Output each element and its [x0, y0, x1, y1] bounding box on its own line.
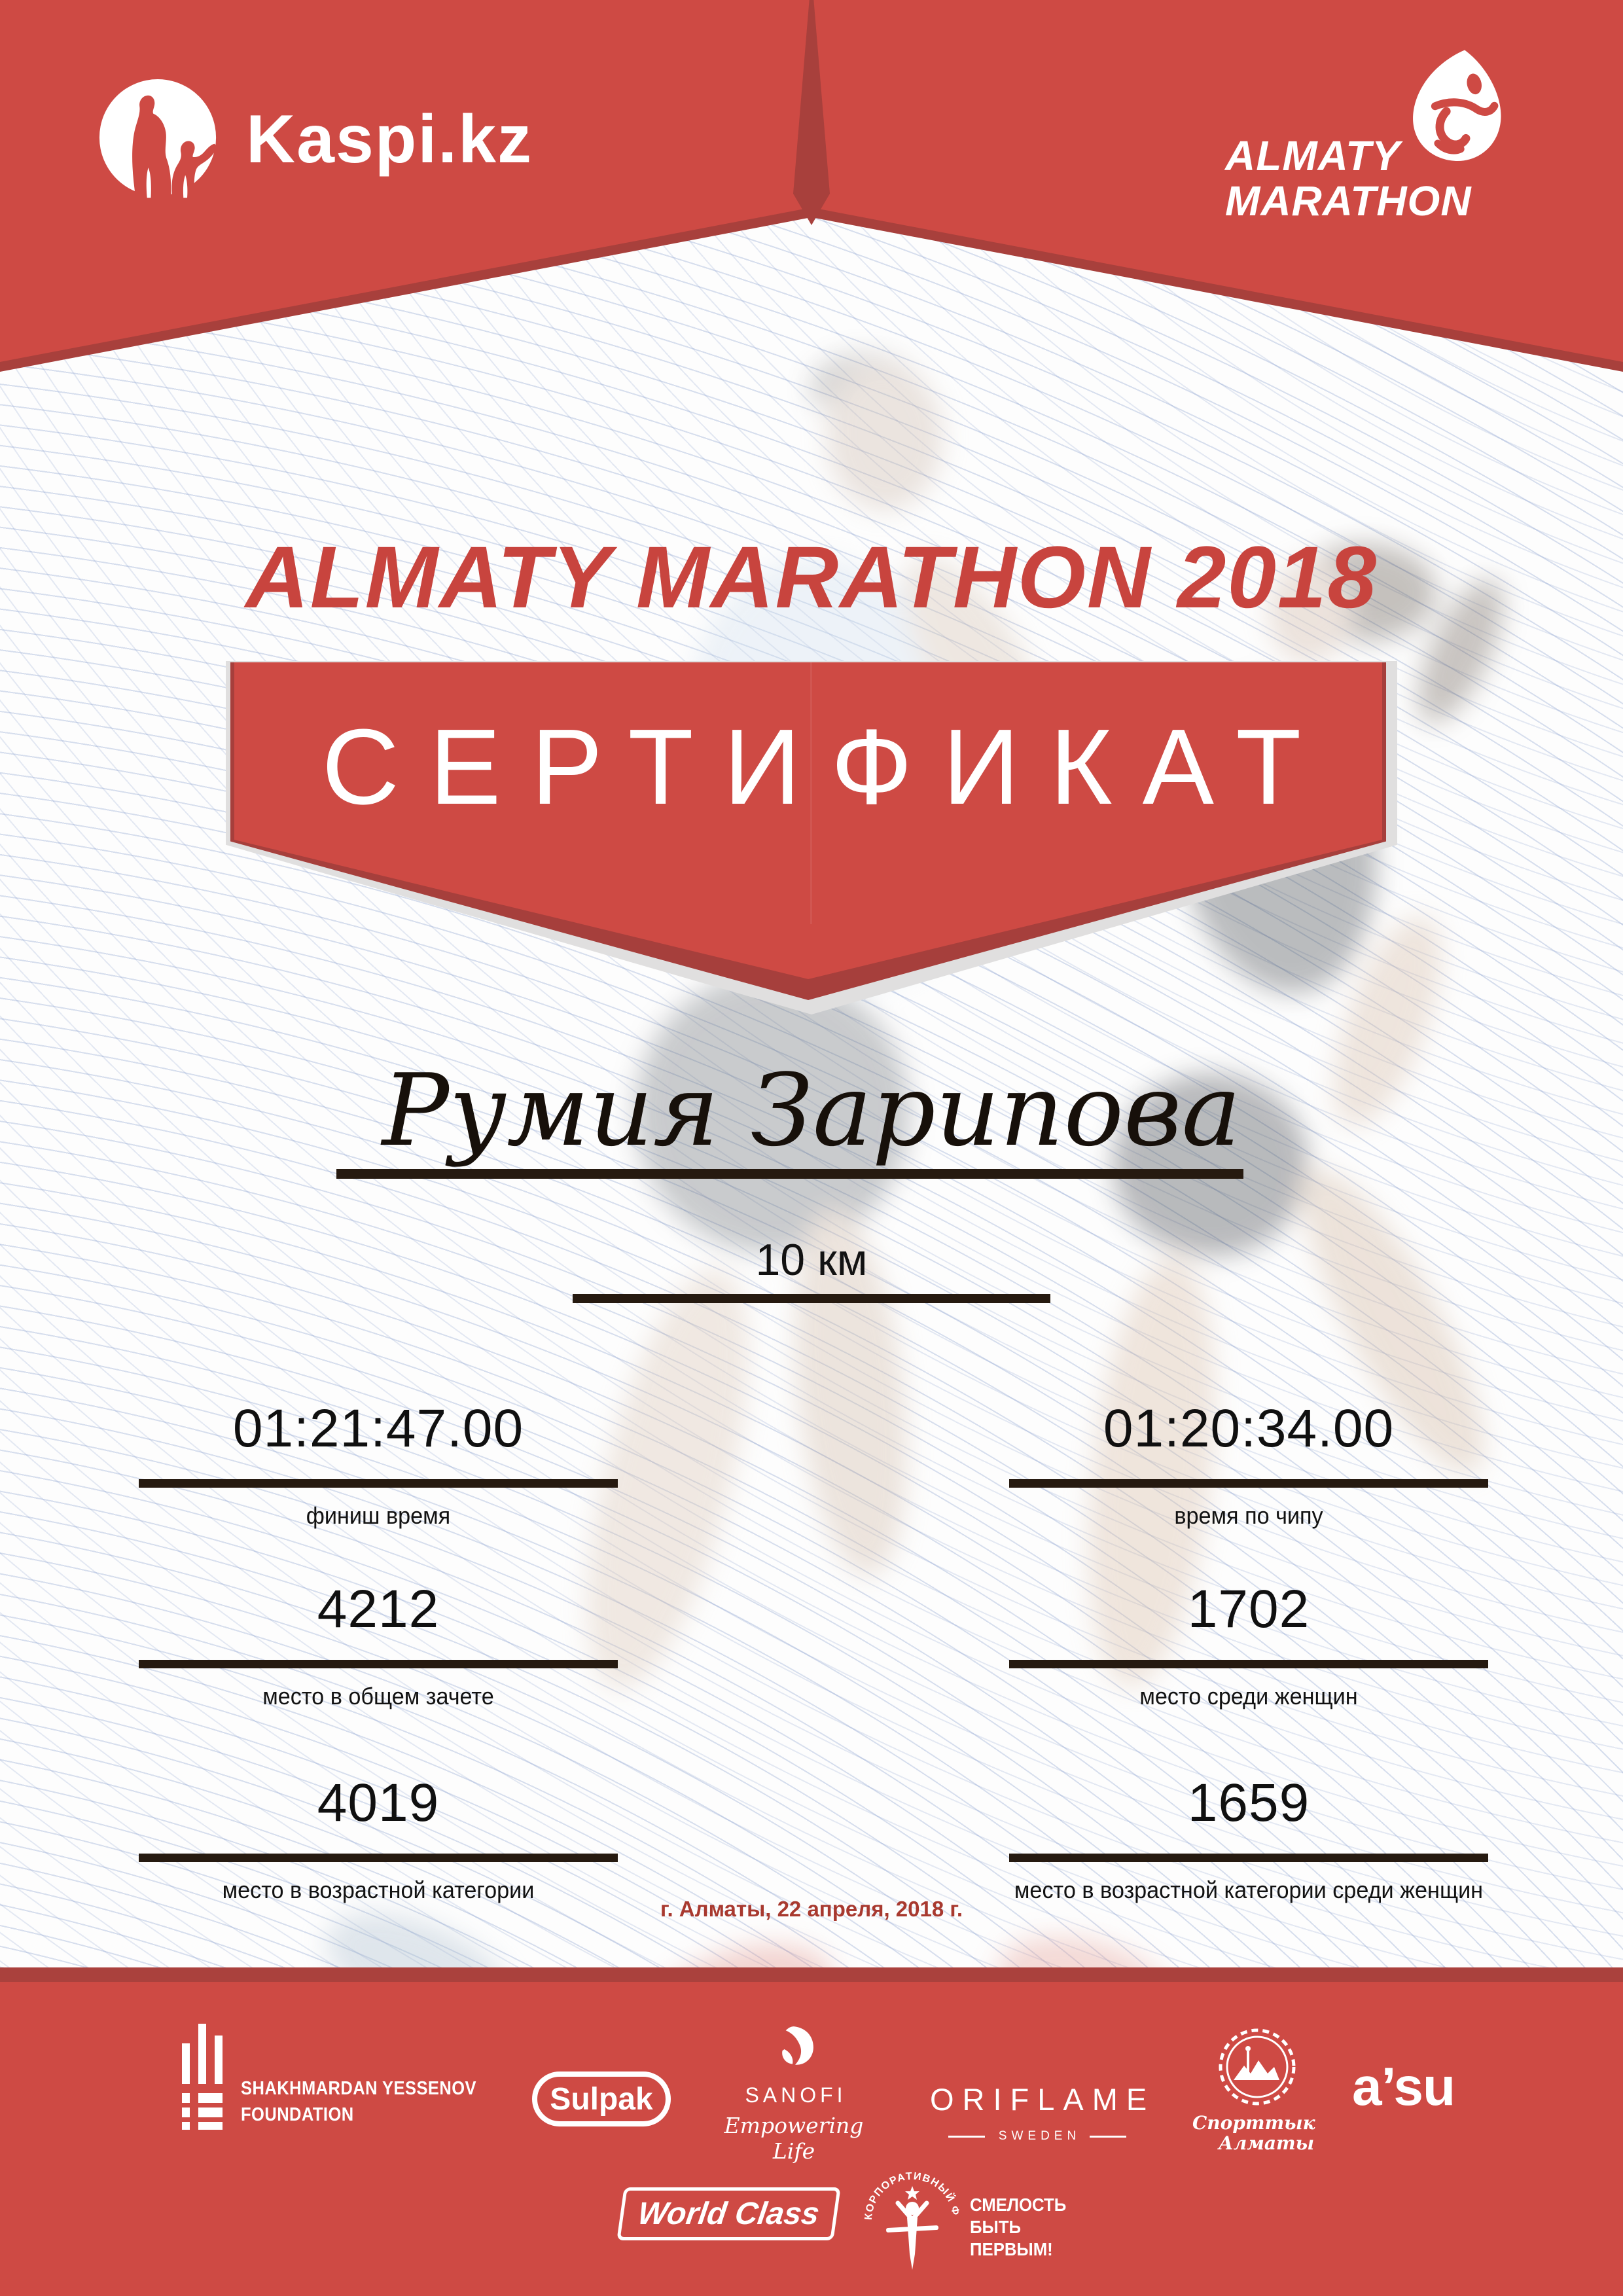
stat-label: финиш время	[306, 1502, 451, 1529]
sanofi-tagline: Empowering Life	[724, 2113, 864, 2164]
fund-line3: ПЕРВЫМ!	[970, 2239, 1053, 2260]
certificate-banner-fold	[810, 662, 812, 924]
stat-value: 01:20:34.00	[1103, 1399, 1395, 1458]
almaty-runner-icon	[1385, 39, 1531, 180]
almaty-marathon-logo-text: ALMATY MARATHON	[1225, 132, 1472, 225]
sulpak-text: Sulpak	[550, 2081, 653, 2117]
stat-overall-place: 4212 место в общем зачете	[116, 1579, 640, 1710]
sport-line2: Алматы	[1218, 2132, 1315, 2154]
stat-underline	[139, 1660, 618, 1668]
world-class-text: World Class	[635, 2197, 822, 2231]
sanofi-logo: SANOFI Empowering Life	[713, 2024, 874, 2164]
oriflame-sweden-text: SWEDEN	[998, 2129, 1081, 2143]
date-line: г. Алматы, 22 апреля, 2018 г.	[660, 1897, 963, 1921]
stat-underline	[1009, 1479, 1488, 1488]
stat-finish-time: 01:21:47.00 финиш время	[116, 1398, 640, 1530]
sport-almaty-text: Спорттык Алматы	[1192, 2113, 1315, 2154]
almaty-logo-line2: MARATHON	[1225, 177, 1472, 225]
kaspi-figures-icon	[99, 79, 217, 198]
stat-label: время по чипу	[1174, 1502, 1323, 1529]
stat-label: место в общем зачете	[262, 1683, 494, 1710]
kaspi-logo: Kaspi.kz	[98, 73, 533, 206]
stat-underline	[1009, 1660, 1488, 1668]
distance: 10 км	[755, 1235, 868, 1285]
oriflame-dash-right	[1090, 2135, 1127, 2138]
stat-label: место среди женщин	[1139, 1683, 1358, 1710]
yessenov-text: SHAKHMARDAN YESSENOV FOUNDATION	[241, 2075, 476, 2130]
name-underline	[336, 1169, 1243, 1179]
yessenov-line2: FOUNDATION	[241, 2104, 354, 2126]
sport-almaty-emblem-icon	[1219, 2028, 1296, 2106]
stat-underline	[1009, 1854, 1488, 1862]
almaty-logo-line1: ALMATY	[1225, 132, 1400, 179]
stat-underline	[139, 1854, 618, 1862]
stat-value: 1702	[1187, 1579, 1310, 1639]
world-class-outline: World Class	[616, 2187, 841, 2240]
footer-top-strip	[0, 1967, 1623, 1982]
stat-underline	[139, 1479, 618, 1488]
sulpak-logo: Sulpak	[532, 2072, 671, 2126]
certificate-label: СЕРТИФИКАТ	[321, 707, 1332, 827]
oriflame-logo: ORIFLAME SWEDEN	[921, 2081, 1153, 2144]
stat-label: место в возрастной категории	[222, 1876, 535, 1903]
oriflame-dash-left	[948, 2135, 985, 2138]
distance-underline	[573, 1294, 1050, 1303]
fund-line2: БЫТЬ	[970, 2217, 1021, 2238]
oriflame-text: ORIFLAME	[930, 2082, 1156, 2117]
kaspi-logo-text: Kaspi.kz	[246, 101, 533, 177]
stat-age-place: 4019 место в возрастной категории	[116, 1772, 640, 1904]
stat-age-women-place: 1659 место в возрастной категории среди …	[987, 1772, 1510, 1904]
sanofi-text: SANOFI	[745, 2083, 847, 2107]
yessenov-bars-icon	[182, 2020, 224, 2130]
world-class-logo: World Class	[616, 2187, 841, 2240]
stat-chip-time: 01:20:34.00 время по чипу	[987, 1398, 1510, 1530]
recipient-name: Румия Зарипова	[382, 1052, 1241, 1168]
stat-value: 01:21:47.00	[232, 1399, 524, 1458]
fund-slogan: СМЕЛОСТЬ БЫТЬ ПЕРВЫМ!	[970, 2194, 1066, 2278]
sport-line1: Спорттык	[1192, 2112, 1315, 2134]
yessenov-line1: SHAKHMARDAN YESSENOV	[241, 2077, 476, 2099]
stat-label: место в возрастной категории среди женщи…	[1014, 1876, 1484, 1903]
footer-band	[0, 1982, 1623, 2296]
page-title: ALMATY MARATHON 2018	[245, 529, 1378, 626]
asu-logo: a’su	[1352, 2057, 1455, 2117]
fund-emblem-icon: КОРПОРАТИВНЫЙ ФОНД	[861, 2160, 960, 2270]
corporate-fund-logo: КОРПОРАТИВНЫЙ ФОНД СМЕЛОСТЬ БЫТЬ ПЕРВЫМ!	[861, 2160, 1075, 2278]
yessenov-foundation-logo: SHAKHMARDAN YESSENOV FOUNDATION	[182, 2020, 508, 2130]
stat-value: 4212	[317, 1579, 440, 1639]
stat-value: 1659	[1187, 1773, 1310, 1833]
sport-almaty-logo: Спорттык Алматы	[1192, 2026, 1315, 2154]
stat-value: 4019	[317, 1773, 440, 1833]
fund-line1: СМЕЛОСТЬ	[970, 2195, 1067, 2215]
stat-women-place: 1702 место среди женщин	[987, 1579, 1510, 1710]
sanofi-bird-icon	[782, 2026, 813, 2065]
